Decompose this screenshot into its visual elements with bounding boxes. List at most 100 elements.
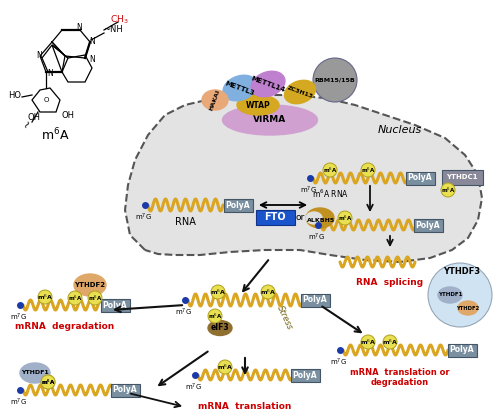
Text: mRNA  translation or
degradation: mRNA translation or degradation [350,368,450,387]
Text: N: N [76,24,82,32]
Text: CH$_3$: CH$_3$ [110,14,128,26]
Text: N: N [89,55,95,65]
Text: m$^6$A: m$^6$A [440,185,456,194]
Text: YTHDF1: YTHDF1 [21,370,49,375]
Text: RNA  splicing: RNA splicing [356,278,424,287]
Text: m$^6$A: m$^6$A [208,311,222,320]
Text: PolyA: PolyA [416,220,440,229]
Text: m$^6$A: m$^6$A [360,337,376,346]
Text: m$^7$G: m$^7$G [186,382,202,393]
Ellipse shape [20,363,50,383]
Circle shape [428,263,492,327]
Ellipse shape [306,208,334,228]
FancyBboxPatch shape [414,218,442,231]
Circle shape [41,375,55,389]
Ellipse shape [237,95,279,115]
Text: m$^6$A: m$^6$A [37,292,53,302]
Text: mRNA  degradation: mRNA degradation [16,322,114,331]
Text: PolyA: PolyA [226,200,250,210]
Text: YTHDF1: YTHDF1 [438,292,462,297]
Circle shape [323,163,337,177]
Ellipse shape [251,71,285,97]
Text: ~NH: ~NH [103,26,123,34]
Text: or: or [296,213,304,221]
Text: m$^7$G: m$^7$G [176,307,192,318]
Text: m$^6$A: m$^6$A [338,213,352,223]
Text: mRNA  translation: mRNA translation [198,402,292,411]
FancyBboxPatch shape [110,383,140,396]
Text: ZC3H13: ZC3H13 [286,85,314,99]
Circle shape [261,285,275,299]
Circle shape [88,291,102,305]
Text: m$^6$A: m$^6$A [382,337,398,346]
Text: PolyA: PolyA [450,346,474,354]
Text: m$^6$A: m$^6$A [322,165,338,175]
Text: HO: HO [8,90,21,100]
Text: RNA: RNA [174,217,196,227]
Text: m$^6$A RNA: m$^6$A RNA [312,188,349,200]
Text: YTHDC1: YTHDC1 [446,174,478,180]
Circle shape [68,291,82,305]
Text: Stress: Stress [276,304,294,332]
Circle shape [208,309,222,323]
FancyBboxPatch shape [256,210,294,225]
Text: HAKAI: HAKAI [209,89,221,111]
Text: YTHDF2: YTHDF2 [456,305,479,310]
FancyBboxPatch shape [442,170,482,184]
Text: VIRMA: VIRMA [254,116,286,124]
Text: m$^7$G: m$^7$G [10,312,28,323]
Ellipse shape [438,287,462,303]
FancyBboxPatch shape [290,368,320,381]
Circle shape [41,375,55,389]
Ellipse shape [306,212,322,224]
Text: ~: ~ [22,118,35,131]
Polygon shape [125,95,482,262]
Text: PolyA: PolyA [102,300,128,310]
Text: eIF3: eIF3 [210,323,230,333]
Text: m$^7$G: m$^7$G [308,232,326,243]
Circle shape [361,335,375,349]
Text: m$^7$G: m$^7$G [330,357,347,368]
Text: METTL14: METTL14 [250,75,286,93]
Ellipse shape [284,80,316,104]
Text: OH: OH [62,110,75,120]
Text: YTHDF3: YTHDF3 [444,268,480,276]
Text: m$^6$A: m$^6$A [217,362,233,372]
Text: m$^6$A: m$^6$A [210,287,226,297]
Text: WTAP: WTAP [246,100,270,110]
Ellipse shape [222,105,318,135]
Text: METTL3: METTL3 [224,80,256,96]
Text: PolyA: PolyA [408,173,432,183]
Text: m$^6$A: m$^6$A [88,293,102,303]
Text: PolyA: PolyA [302,296,328,304]
FancyBboxPatch shape [448,344,476,357]
Text: O: O [44,97,49,103]
Circle shape [338,211,352,225]
Text: PolyA: PolyA [292,370,318,380]
Text: ALKBH5: ALKBH5 [307,218,335,223]
Text: N: N [47,69,53,79]
Text: OH: OH [28,113,41,121]
Circle shape [38,290,52,304]
Text: PolyA: PolyA [112,386,138,394]
Circle shape [361,163,375,177]
FancyBboxPatch shape [300,294,330,307]
Circle shape [218,360,232,374]
Ellipse shape [458,301,478,315]
Text: YTHDF2: YTHDF2 [74,282,106,288]
Circle shape [383,335,397,349]
Text: m$^7$G: m$^7$G [10,397,28,408]
Text: N: N [89,37,95,47]
Text: RBM15/15B: RBM15/15B [314,78,356,82]
Ellipse shape [74,274,106,296]
Ellipse shape [223,75,257,101]
FancyBboxPatch shape [100,299,130,312]
Text: N: N [36,52,42,60]
Circle shape [211,285,225,299]
Circle shape [313,58,357,102]
Text: m$^6$A: m$^6$A [68,293,82,303]
FancyBboxPatch shape [224,199,252,212]
Text: m$^6$A: m$^6$A [40,377,56,387]
Text: m$^6$A: m$^6$A [360,165,376,175]
Text: m$^7$G: m$^7$G [136,212,152,223]
